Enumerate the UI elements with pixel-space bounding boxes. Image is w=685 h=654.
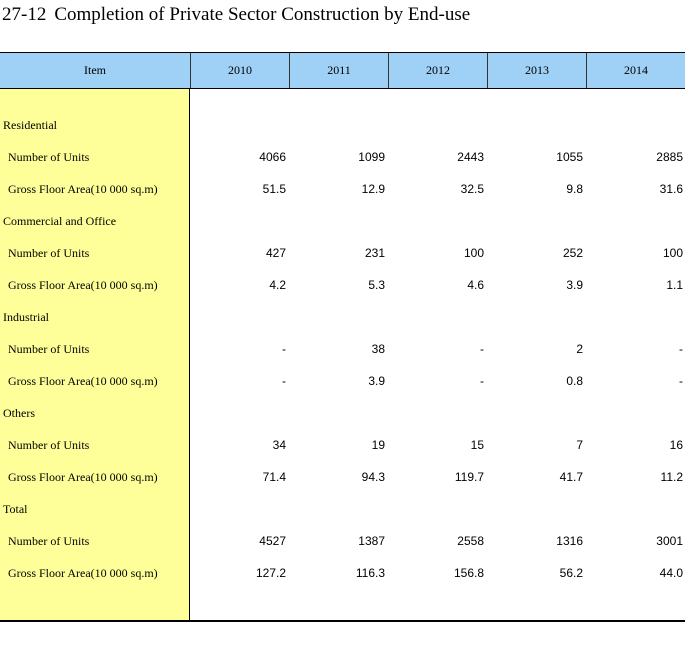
cell-value: 0.8 [566,374,583,388]
cell-value: 116.3 [355,566,385,580]
cell-value: 4527 [259,534,286,548]
group-label: Residential [3,117,57,132]
header-year-2010: 2010 [190,53,289,88]
cell-value: 34 [272,438,286,452]
row-label: Gross Floor Area(10 000 sq.m) [8,277,158,292]
cell-value: 9.8 [566,182,583,196]
cell-value: 1.1 [666,278,683,292]
group-row: Residential [0,109,685,141]
row-label: Gross Floor Area(10 000 sq.m) [8,469,158,484]
group-row: Industrial [0,301,685,333]
group-label: Others [3,405,35,420]
header-year-2012: 2012 [388,53,487,88]
cell-value: - [282,342,286,356]
table-title: Completion of Private Sector Constructio… [54,4,471,25]
cell-value: 41.7 [559,470,583,484]
cell-value: - [679,342,683,356]
row-label: Number of Units [8,149,90,164]
cell-value: 71.4 [262,470,286,484]
row-label: Number of Units [8,437,90,452]
header-year-2014: 2014 [586,53,685,88]
cell-value: 56.2 [559,566,583,580]
cell-value: 51.5 [262,182,286,196]
row-label: Gross Floor Area(10 000 sq.m) [8,565,158,580]
cell-value: 94.3 [361,470,385,484]
cell-value: 3.9 [368,374,385,388]
table-number: 27-12 [2,4,47,25]
cell-value: 3.9 [566,278,583,292]
header-year-2013: 2013 [487,53,586,88]
table-row: Gross Floor Area(10 000 sq.m) 71.4 94.3 119… [0,461,685,493]
cell-value: 231 [364,246,385,260]
data-table: Item 2010 2011 2012 2013 2014 Residentia… [0,52,685,622]
table-body: Residential Number of Units 4066 1099 2443 10… [0,89,685,622]
cell-value: 100 [463,246,484,260]
row-label: Number of Units [8,341,90,356]
cell-value: 2 [576,342,583,356]
cell-value: - [480,342,484,356]
cell-value: 11.2 [660,470,683,484]
group-row: Others [0,397,685,429]
table-row: Gross Floor Area(10 000 sq.m) 127.2 116.3 1… [0,557,685,589]
cell-value: 127.2 [255,566,286,580]
cell-value: 1055 [556,150,583,164]
group-label: Industrial [3,309,49,324]
cell-value: 44.0 [659,566,683,580]
row-label: Gross Floor Area(10 000 sq.m) [8,181,158,196]
cell-value: - [679,374,683,388]
table-rows: Residential Number of Units 4066 1099 2443 10… [0,109,685,589]
row-label: Number of Units [8,245,90,260]
cell-value: 2885 [656,150,683,164]
table-row: Gross Floor Area(10 000 sq.m) 4.2 5.3 4.6 3.… [0,269,685,301]
cell-value: 19 [371,438,385,452]
cell-value: 2443 [457,150,484,164]
cell-value: 4.6 [467,278,484,292]
table-row: Number of Units - 38 - 2 - [0,333,685,365]
cell-value: 15 [470,438,484,452]
row-label: Gross Floor Area(10 000 sq.m) [8,373,158,388]
cell-value: 7 [576,438,583,452]
cell-value: 5.3 [368,278,385,292]
cell-value: 1387 [358,534,385,548]
table-row: Number of Units 427 231 100 252 100 [0,237,685,269]
cell-value: 3001 [656,534,683,548]
page-title: 27-12 Completion of Private Sector Constr… [2,4,470,26]
cell-value: 427 [265,246,286,260]
cell-value: 100 [662,246,683,260]
cell-value: 16 [669,438,683,452]
header-item: Item [84,63,106,77]
cell-value: 31.6 [659,182,683,196]
cell-value: 156.8 [453,566,484,580]
table-header: Item 2010 2011 2012 2013 2014 [0,52,685,89]
table-row: Gross Floor Area(10 000 sq.m) - 3.9 - 0.8 - [0,365,685,397]
group-row: Commercial and Office [0,205,685,237]
group-label: Total [3,501,28,516]
header-year-2011: 2011 [289,53,388,88]
cell-value: 119.7 [454,470,484,484]
group-label: Commercial and Office [3,213,117,228]
cell-value: - [282,374,286,388]
table-row: Number of Units 4066 1099 2443 1055 2885 [0,141,685,173]
cell-value: 252 [562,246,583,260]
group-row: Total [0,493,685,525]
cell-value: 32.5 [460,182,484,196]
table-row: Number of Units 34 19 15 7 16 [0,429,685,461]
cell-value: 4066 [259,150,286,164]
cell-value: 12.9 [361,182,385,196]
cell-value: 2558 [457,534,484,548]
cell-value: 1316 [556,534,583,548]
cell-value: - [480,374,484,388]
cell-value: 4.2 [269,278,286,292]
table-row: Number of Units 4527 1387 2558 1316 3001 [0,525,685,557]
table-row: Gross Floor Area(10 000 sq.m) 51.5 12.9 32.… [0,173,685,205]
row-label: Number of Units [8,533,90,548]
cell-value: 1099 [358,150,385,164]
cell-value: 38 [371,342,385,356]
stub-column [0,89,190,620]
